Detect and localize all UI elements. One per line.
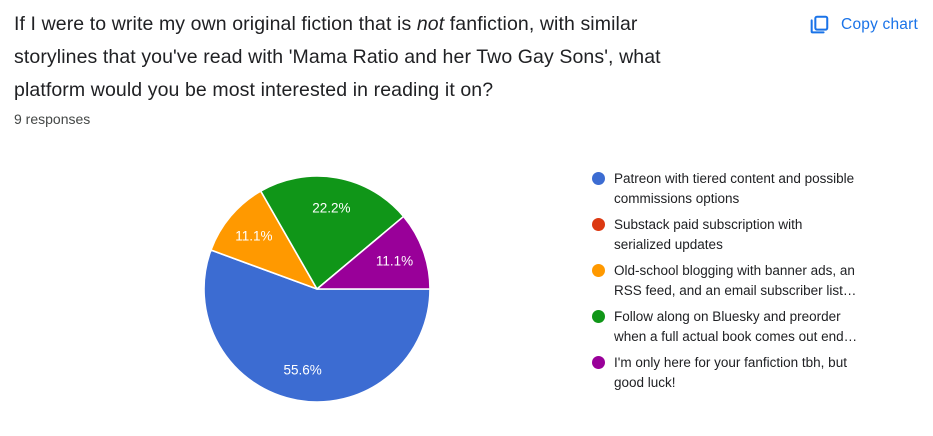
copy-chart-label: Copy chart <box>841 16 918 33</box>
legend-label: Follow along on Bluesky and preorder when… <box>614 309 858 344</box>
legend-item-4: I'm only here for your fanfiction tbh, b… <box>592 353 908 392</box>
question-title-post: fanfiction, with similar storylines that… <box>14 13 661 101</box>
legend-label: I'm only here for your fanfiction tbh, b… <box>614 355 847 390</box>
legend-item-3: Follow along on Bluesky and preorder when… <box>592 307 908 346</box>
legend-item-0: Patreon with tiered content and possible… <box>592 169 908 208</box>
legend-label: Old-school blogging with banner ads, an R… <box>614 263 857 298</box>
pie-slice-label-3: 22.2% <box>312 200 350 215</box>
question-title: If I were to write my own original ficti… <box>14 8 720 107</box>
legend-swatch-icon <box>592 264 605 277</box>
pie-slice-label-2: 11.1% <box>235 228 272 243</box>
pie-slice-label-0: 55.6% <box>283 363 321 378</box>
copy-chart-icon <box>808 14 830 36</box>
legend-item-2: Old-school blogging with banner ads, an R… <box>592 261 908 300</box>
legend-swatch-icon <box>592 172 605 185</box>
legend-item-1: Substack paid subscription with serialize… <box>592 215 908 254</box>
question-title-pre: If I were to write my own original ficti… <box>14 13 417 35</box>
pie-slice-3[interactable] <box>259 175 405 290</box>
pie-chart: 55.6% 11.1% 22.2% 11.1% <box>203 175 431 403</box>
question-title-italic: not <box>416 13 445 35</box>
pie-slice-0[interactable] <box>203 249 431 403</box>
legend-label: Substack paid subscription with serialize… <box>614 217 803 252</box>
copy-chart-button[interactable]: Copy chart <box>808 14 918 36</box>
pie-slice-4[interactable] <box>316 215 431 290</box>
legend-swatch-icon <box>592 310 605 323</box>
legend-swatch-icon <box>592 218 605 231</box>
pie-slice-label-4: 11.1% <box>376 253 413 268</box>
legend: Patreon with tiered content and possible… <box>592 169 908 399</box>
legend-swatch-icon <box>592 356 605 369</box>
pie-slice-2[interactable] <box>210 190 318 290</box>
legend-label: Patreon with tiered content and possible… <box>614 171 855 206</box>
responses-count: 9 responses <box>14 111 91 127</box>
